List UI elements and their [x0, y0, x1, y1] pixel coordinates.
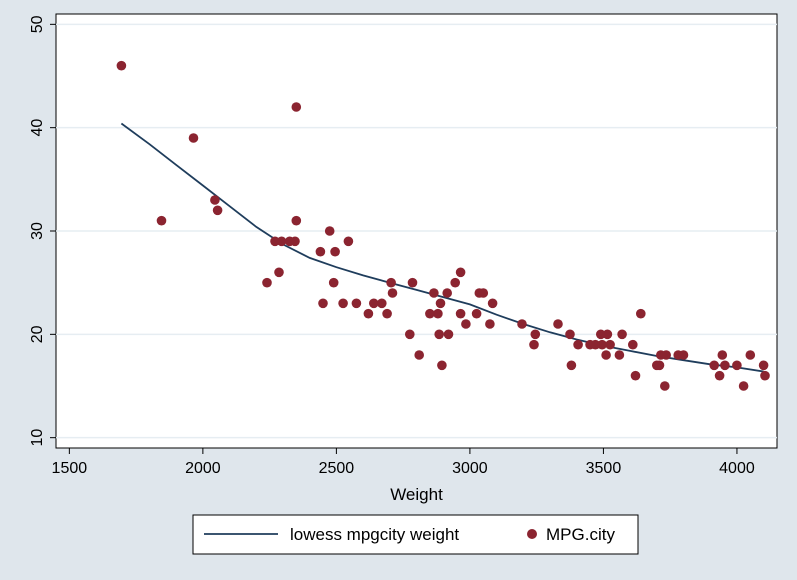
data-point — [156, 215, 167, 226]
x-tick-label: 2500 — [319, 460, 355, 477]
y-tick-label: 20 — [29, 325, 46, 343]
data-point — [471, 308, 482, 319]
y-tick-label: 10 — [29, 429, 46, 447]
data-point — [405, 329, 415, 340]
data-point — [369, 298, 379, 309]
legend-label-mpg-city: MPG.city — [546, 525, 615, 544]
x-tick-label: 4000 — [719, 460, 755, 477]
data-point — [290, 236, 300, 247]
data-point — [590, 339, 601, 350]
data-point — [487, 298, 498, 309]
data-point — [758, 360, 769, 371]
data-point — [434, 329, 445, 340]
data-point — [529, 339, 539, 350]
grid-lines — [56, 23, 777, 439]
data-point — [270, 236, 280, 247]
data-point — [343, 236, 354, 247]
data-point — [116, 60, 127, 71]
data-point — [330, 246, 340, 257]
data-point — [720, 360, 730, 371]
data-point — [450, 277, 461, 288]
data-point — [455, 308, 466, 319]
data-point — [291, 102, 302, 112]
data-point — [573, 339, 583, 350]
data-point — [328, 277, 339, 288]
data-point — [485, 319, 495, 329]
data-point — [709, 360, 719, 371]
data-point — [596, 329, 606, 340]
data-point — [276, 236, 287, 247]
data-point — [387, 288, 398, 298]
data-point — [212, 205, 223, 216]
data-point — [363, 308, 374, 319]
data-point — [429, 288, 439, 298]
axes: 10 20 30 40 50 1500 2000 2500 3000 3500 4000 — [29, 15, 755, 477]
data-point — [553, 319, 563, 329]
y-tick-label: 40 — [29, 119, 46, 137]
x-tick-label: 3500 — [586, 460, 622, 477]
data-point — [614, 350, 625, 360]
data-point — [274, 267, 284, 278]
data-point — [605, 339, 615, 350]
data-point — [601, 350, 611, 360]
y-tick-label: 30 — [29, 222, 46, 240]
data-point — [435, 298, 446, 309]
data-point — [437, 360, 447, 371]
data-point — [636, 308, 646, 319]
data-point — [617, 329, 627, 340]
data-point — [315, 246, 326, 257]
data-point — [386, 277, 396, 288]
data-point — [565, 329, 575, 340]
data-point — [338, 298, 348, 309]
data-point — [433, 308, 443, 319]
data-point — [714, 370, 725, 381]
x-tick-label: 1500 — [52, 460, 88, 477]
legend: lowess mpgcity weight MPG.city — [192, 514, 639, 555]
data-point — [262, 277, 272, 288]
legend-label-lowess: lowess mpgcity weight — [290, 525, 459, 544]
data-point — [717, 350, 728, 360]
data-point — [517, 319, 527, 329]
data-point — [425, 308, 435, 319]
data-point — [760, 370, 770, 381]
data-point — [443, 329, 454, 340]
data-point — [597, 339, 607, 350]
data-point — [678, 350, 689, 360]
data-point — [738, 381, 749, 391]
data-point — [377, 298, 387, 309]
data-point — [660, 381, 670, 391]
data-point — [188, 133, 199, 143]
data-point — [324, 226, 335, 236]
data-point — [442, 288, 453, 298]
data-point — [661, 350, 671, 360]
data-point — [414, 350, 425, 360]
data-point — [291, 215, 302, 226]
data-point — [628, 339, 638, 350]
x-tick-label: 2000 — [185, 460, 221, 477]
data-point — [745, 350, 756, 360]
data-point — [461, 319, 471, 329]
scatter-points — [116, 60, 770, 391]
x-tick-label: 3000 — [452, 460, 488, 477]
data-point — [382, 308, 392, 319]
data-point — [455, 267, 466, 278]
data-point — [407, 277, 418, 288]
data-point — [210, 195, 220, 205]
data-point — [351, 298, 362, 309]
data-point — [732, 360, 742, 371]
data-point — [630, 370, 641, 381]
data-point — [318, 298, 328, 309]
y-tick-label: 50 — [29, 15, 46, 33]
data-point — [478, 288, 489, 298]
data-point — [654, 360, 665, 371]
data-point — [602, 329, 613, 340]
legend-marker-swatch — [527, 529, 537, 539]
data-point — [530, 329, 541, 340]
data-point — [566, 360, 577, 371]
x-axis-title: Weight — [390, 485, 443, 504]
